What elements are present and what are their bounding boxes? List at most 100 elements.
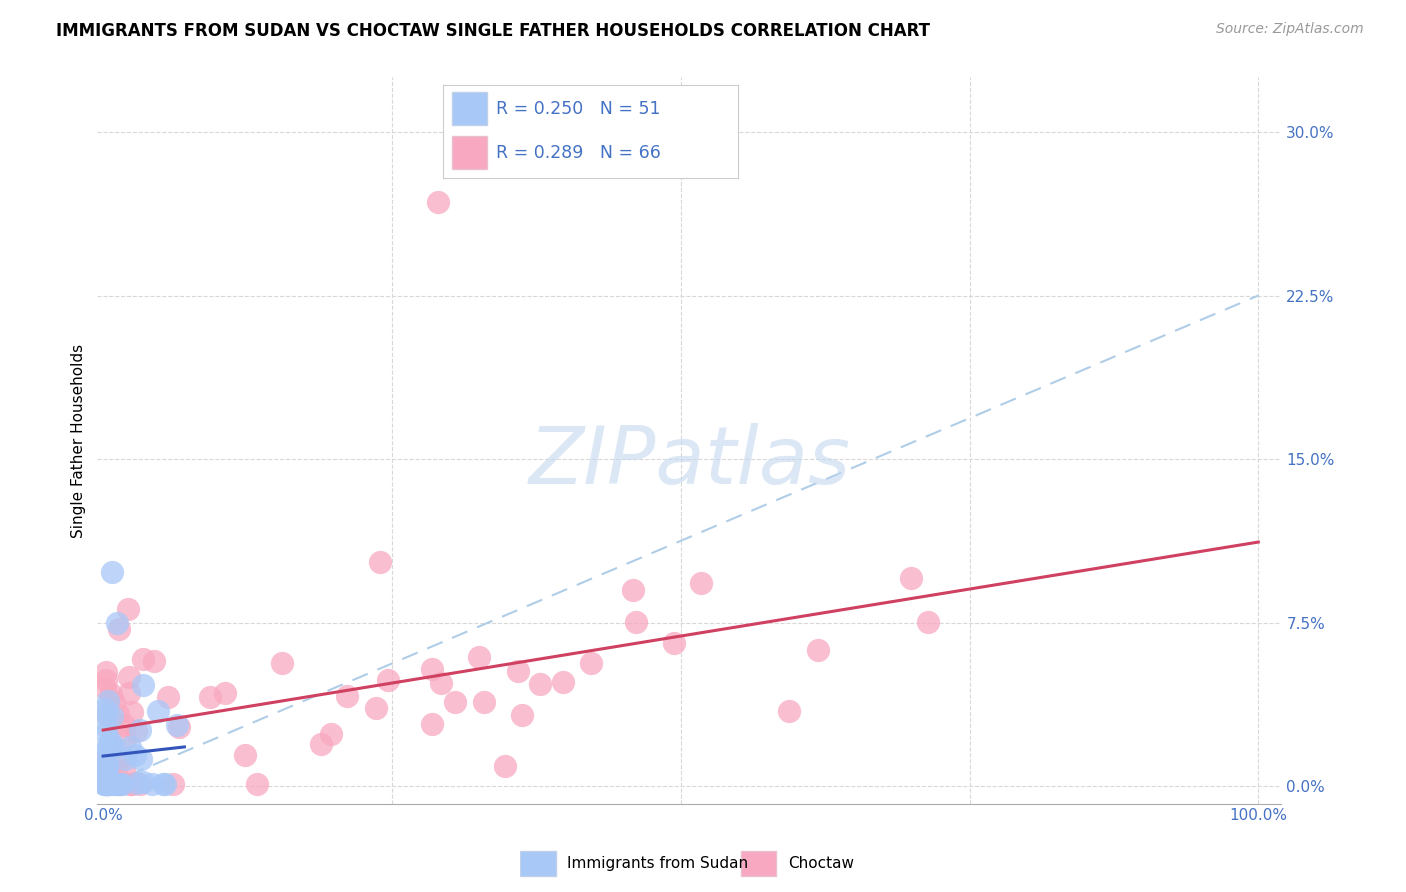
Point: [114, 732, 136, 747]
Point: [129, 752, 152, 766]
Point: [103, 695, 125, 709]
Point: [553, 675, 575, 690]
Point: [132, 774, 155, 789]
Point: [132, 678, 155, 692]
Point: [166, 718, 188, 732]
Text: R = 0.250   N = 51: R = 0.250 N = 51: [496, 100, 661, 118]
Point: [96, 777, 118, 791]
FancyBboxPatch shape: [520, 851, 555, 876]
Point: [153, 777, 176, 791]
Point: [125, 724, 148, 739]
Point: [120, 777, 142, 791]
Point: [110, 777, 132, 791]
Point: [335, 689, 357, 703]
Point: [121, 777, 143, 791]
Point: [93, 770, 115, 784]
Point: [370, 555, 392, 569]
Point: [141, 777, 163, 791]
Point: [662, 636, 685, 650]
Point: [129, 723, 152, 738]
Point: [97, 777, 120, 791]
Text: IMMIGRANTS FROM SUDAN VS CHOCTAW SINGLE FATHER HOUSEHOLDS CORRELATION CHART: IMMIGRANTS FROM SUDAN VS CHOCTAW SINGLE …: [56, 22, 931, 40]
Point: [430, 676, 453, 690]
Point: [107, 777, 129, 791]
Point: [93, 765, 115, 780]
Point: [581, 656, 603, 670]
Point: [97, 777, 120, 791]
Point: [117, 670, 139, 684]
Point: [169, 720, 191, 734]
Point: [94, 777, 117, 791]
Point: [100, 688, 122, 702]
Point: [246, 777, 269, 791]
Point: [94, 719, 117, 733]
Point: [444, 695, 467, 709]
Text: R = 0.289   N = 66: R = 0.289 N = 66: [496, 144, 661, 161]
Point: [100, 740, 122, 755]
Point: [143, 654, 166, 668]
Point: [309, 737, 332, 751]
Point: [101, 566, 124, 580]
Point: [108, 623, 131, 637]
Point: [96, 743, 118, 757]
Point: [917, 615, 939, 629]
Point: [93, 754, 115, 768]
Point: [271, 656, 294, 670]
Point: [472, 695, 495, 709]
Point: [117, 602, 139, 616]
Point: [93, 772, 115, 786]
Point: [94, 777, 117, 791]
Point: [364, 701, 387, 715]
Point: [93, 777, 115, 791]
Point: [94, 756, 117, 771]
Point: [529, 677, 551, 691]
Point: [104, 777, 127, 791]
Text: Source: ZipAtlas.com: Source: ZipAtlas.com: [1216, 22, 1364, 37]
Point: [689, 575, 711, 590]
Point: [94, 777, 117, 791]
Point: [94, 726, 117, 740]
Point: [105, 615, 128, 630]
Point: [494, 758, 516, 772]
Point: [467, 650, 489, 665]
Point: [96, 777, 118, 791]
Point: [233, 748, 256, 763]
Point: [96, 740, 118, 755]
Point: [94, 777, 117, 791]
Point: [807, 642, 830, 657]
Point: [162, 777, 184, 791]
FancyBboxPatch shape: [451, 92, 486, 125]
Point: [510, 708, 533, 723]
Point: [214, 686, 236, 700]
Point: [118, 686, 141, 700]
Point: [152, 777, 174, 791]
Point: [105, 777, 128, 791]
Point: [900, 571, 922, 585]
Point: [100, 708, 122, 723]
Point: [98, 734, 121, 748]
Text: Choctaw: Choctaw: [787, 856, 853, 871]
Point: [96, 760, 118, 774]
Point: [621, 583, 644, 598]
Point: [198, 690, 221, 704]
Point: [100, 739, 122, 753]
Point: [118, 740, 141, 755]
Point: [114, 751, 136, 765]
Point: [98, 777, 121, 791]
Point: [93, 702, 115, 716]
Point: [93, 754, 115, 768]
Point: [93, 777, 115, 791]
Point: [112, 717, 135, 731]
Point: [624, 615, 647, 629]
Text: ZIPatlas: ZIPatlas: [529, 424, 851, 501]
Text: Immigrants from Sudan: Immigrants from Sudan: [568, 856, 748, 871]
Point: [508, 664, 530, 678]
Point: [420, 717, 443, 731]
Point: [420, 662, 443, 676]
Point: [148, 704, 170, 718]
Y-axis label: Single Father Households: Single Father Households: [72, 343, 86, 538]
Point: [96, 706, 118, 721]
Point: [112, 763, 135, 777]
Point: [94, 665, 117, 679]
Point: [131, 652, 153, 666]
